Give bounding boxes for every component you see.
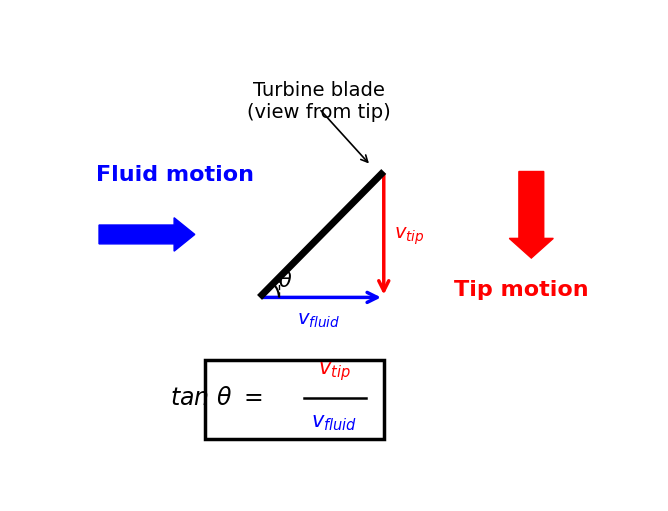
Text: $v_{fluid}$: $v_{fluid}$ bbox=[297, 311, 341, 330]
Text: $v_{tip}$: $v_{tip}$ bbox=[394, 226, 425, 247]
Bar bbox=[205, 360, 383, 439]
Text: $\theta$: $\theta$ bbox=[278, 271, 292, 291]
Text: Turbine blade
(view from tip): Turbine blade (view from tip) bbox=[247, 81, 391, 122]
FancyArrow shape bbox=[509, 172, 553, 258]
Text: Fluid motion: Fluid motion bbox=[96, 165, 255, 185]
Text: $v_{tip}$: $v_{tip}$ bbox=[318, 360, 351, 383]
Text: $v_{fluid}$: $v_{fluid}$ bbox=[311, 413, 357, 433]
FancyArrow shape bbox=[99, 218, 195, 251]
Text: $tan\ \theta\ =$: $tan\ \theta\ =$ bbox=[170, 386, 262, 410]
Text: Tip motion: Tip motion bbox=[454, 280, 589, 299]
